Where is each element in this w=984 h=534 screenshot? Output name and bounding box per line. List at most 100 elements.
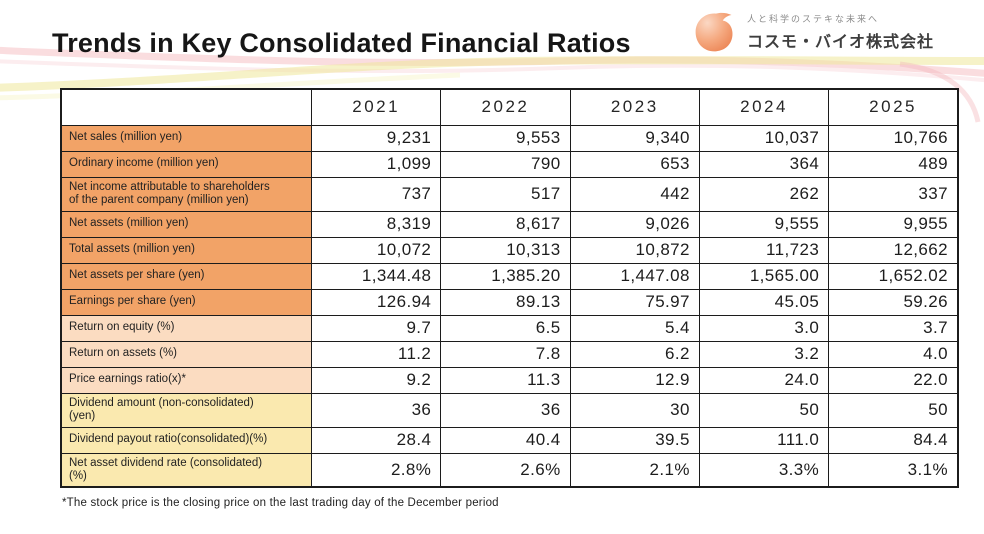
- row-label: Earnings per share (yen): [60, 288, 312, 316]
- logo-company-name: コスモ・バイオ株式会社: [746, 34, 934, 51]
- financial-ratios-table: 2021 2022 2023 2024 2025 Net sales (million …: [60, 88, 959, 488]
- value-cell: 45.05: [698, 288, 830, 316]
- row-label: Return on equity (%): [60, 314, 312, 342]
- row-label: Price earnings ratio(x)*: [60, 366, 312, 394]
- table-row: Dividend amount (non-consolidated) (yen)…: [60, 392, 959, 428]
- table-row: Net asset dividend rate (consolidated) (…: [60, 452, 959, 488]
- value-cell: 9,231: [310, 124, 442, 152]
- table-row: Net income attributable to shareholders …: [60, 176, 959, 212]
- value-cell: 12,662: [828, 236, 959, 264]
- cosmo-bio-drop-icon: [695, 12, 733, 52]
- value-cell: 1,565.00: [698, 262, 830, 290]
- year-column-header: 2021: [310, 88, 442, 126]
- value-cell: 517: [440, 176, 571, 212]
- value-cell: 3.0: [698, 314, 830, 342]
- value-cell: 3.7: [828, 314, 959, 342]
- value-cell: 36: [310, 392, 442, 428]
- table-row: Return on assets (%) 11.2 7.8 6.2 3.2 4.0: [60, 340, 959, 368]
- value-cell: 11.2: [310, 340, 442, 368]
- table-row: Earnings per share (yen) 126.94 89.13 75.97…: [60, 288, 959, 316]
- year-column-header: 2025: [828, 88, 959, 126]
- value-cell: 262: [698, 176, 830, 212]
- value-cell: 40.4: [440, 426, 571, 454]
- value-cell: 1,344.48: [310, 262, 442, 290]
- row-label: Net assets (million yen): [60, 210, 312, 238]
- table-header: 2021 2022 2023 2024 2025: [60, 88, 959, 126]
- value-cell: 39.5: [569, 426, 700, 454]
- wave-yellow: [0, 56, 984, 92]
- row-label: Return on assets (%): [60, 340, 312, 368]
- table-row: Net sales (million yen) 9,231 9,553 9,340 10…: [60, 124, 959, 152]
- value-cell: 9,555: [698, 210, 830, 238]
- row-label: Net income attributable to shareholders …: [60, 176, 312, 212]
- value-cell: 3.1%: [828, 452, 959, 488]
- value-cell: 30: [569, 392, 700, 428]
- value-cell: 1,099: [310, 150, 442, 178]
- value-cell: 6.2: [569, 340, 700, 368]
- row-label: Dividend amount (non-consolidated) (yen): [60, 392, 312, 428]
- row-label: Net asset dividend rate (consolidated) (…: [60, 452, 312, 488]
- value-cell: 1,385.20: [440, 262, 571, 290]
- value-cell: 84.4: [828, 426, 959, 454]
- footnote: *The stock price is the closing price on…: [62, 497, 499, 509]
- row-label: Dividend payout ratio(consolidated)(%): [60, 426, 312, 454]
- company-logo: 人と科学のステキな未来へ コスモ・バイオ株式会社: [691, 9, 934, 55]
- value-cell: 10,872: [569, 236, 700, 264]
- value-cell: 9,340: [569, 124, 700, 152]
- value-cell: 3.3%: [698, 452, 830, 488]
- year-column-header: 2023: [569, 88, 700, 126]
- table-row: Dividend payout ratio(consolidated)(%) 28…: [60, 426, 959, 454]
- value-cell: 50: [698, 392, 830, 428]
- row-label: Net assets per share (yen): [60, 262, 312, 290]
- table-row: Price earnings ratio(x)* 9.2 11.3 12.9 24.0 2…: [60, 366, 959, 394]
- value-cell: 24.0: [698, 366, 830, 394]
- value-cell: 790: [440, 150, 571, 178]
- value-cell: 11.3: [440, 366, 571, 394]
- logo-tagline: 人と科学のステキな未来へ: [746, 14, 879, 24]
- value-cell: 737: [310, 176, 442, 212]
- value-cell: 337: [828, 176, 959, 212]
- value-cell: 364: [698, 150, 830, 178]
- table-body: Net sales (million yen) 9,231 9,553 9,340 10…: [60, 124, 959, 488]
- row-label: Total assets (million yen): [60, 236, 312, 264]
- value-cell: 111.0: [698, 426, 830, 454]
- value-cell: 8,319: [310, 210, 442, 238]
- value-cell: 2.6%: [440, 452, 571, 488]
- value-cell: 10,072: [310, 236, 442, 264]
- value-cell: 6.5: [440, 314, 571, 342]
- value-cell: 1,447.08: [569, 262, 700, 290]
- value-cell: 1,652.02: [828, 262, 959, 290]
- value-cell: 2.1%: [569, 452, 700, 488]
- value-cell: 10,766: [828, 124, 959, 152]
- value-cell: 12.9: [569, 366, 700, 394]
- drop-shape: [695, 12, 733, 52]
- corner-cell: [60, 88, 312, 126]
- value-cell: 9.2: [310, 366, 442, 394]
- value-cell: 50: [828, 392, 959, 428]
- value-cell: 126.94: [310, 288, 442, 316]
- value-cell: 5.4: [569, 314, 700, 342]
- row-label: Ordinary income (million yen): [60, 150, 312, 178]
- table-row: Return on equity (%) 9.7 6.5 5.4 3.0 3.7: [60, 314, 959, 342]
- value-cell: 7.8: [440, 340, 571, 368]
- value-cell: 10,037: [698, 124, 830, 152]
- value-cell: 8,617: [440, 210, 571, 238]
- value-cell: 9,553: [440, 124, 571, 152]
- value-cell: 4.0: [828, 340, 959, 368]
- value-cell: 11,723: [698, 236, 830, 264]
- table-row: Net assets (million yen) 8,319 8,617 9,026 9…: [60, 210, 959, 238]
- logo-text: 人と科学のステキな未来へ コスモ・バイオ株式会社: [747, 12, 934, 52]
- value-cell: 75.97: [569, 288, 700, 316]
- value-cell: 9,955: [828, 210, 959, 238]
- value-cell: 2.8%: [310, 452, 442, 488]
- table-row: Net assets per share (yen) 1,344.48 1,385.…: [60, 262, 959, 290]
- wave-pink-light: [0, 59, 984, 83]
- value-cell: 442: [569, 176, 700, 212]
- row-label: Net sales (million yen): [60, 124, 312, 152]
- value-cell: 9,026: [569, 210, 700, 238]
- table-row: Ordinary income (million yen) 1,099 790 653…: [60, 150, 959, 178]
- value-cell: 653: [569, 150, 700, 178]
- value-cell: 22.0: [828, 366, 959, 394]
- value-cell: 10,313: [440, 236, 571, 264]
- year-column-header: 2022: [440, 88, 571, 126]
